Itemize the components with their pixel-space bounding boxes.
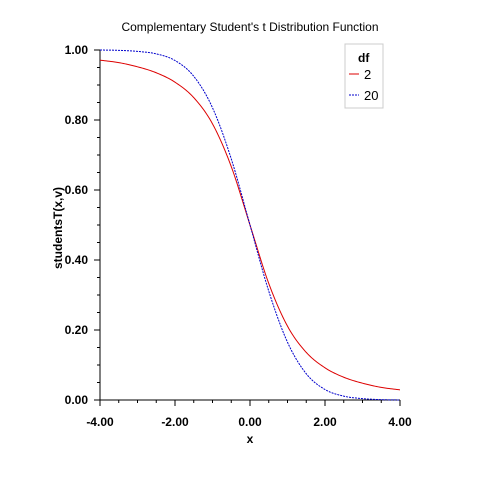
plot-area: -4.00 -2.00 0.00 2.00 4.00 0.00 0.20 0.40 0.60 0.… xyxy=(65,43,412,429)
legend-label-df-2: 2 xyxy=(364,67,371,82)
x-tick-label: 4.00 xyxy=(388,415,412,429)
y-tick-label: 0.80 xyxy=(65,113,89,127)
legend: df 2 20 xyxy=(344,43,384,109)
y-tick-label: 1.00 xyxy=(65,43,89,57)
x-tick-label: 0.00 xyxy=(238,415,262,429)
legend-label-df-20: 20 xyxy=(364,88,378,103)
x-tick-label: -2.00 xyxy=(161,415,189,429)
legend-box xyxy=(344,43,384,109)
y-tick-label: 0.40 xyxy=(65,253,89,267)
x-axis-title: x xyxy=(247,432,254,446)
series-line-df-20 xyxy=(99,49,401,401)
x-tick-label: -4.00 xyxy=(86,415,114,429)
y-tick-label: 0.00 xyxy=(65,393,89,407)
y-tick-label: 0.60 xyxy=(65,183,89,197)
y-axis-title: studentsT(x,v) xyxy=(51,187,65,269)
x-tick-label: 2.00 xyxy=(313,415,337,429)
legend-title: df xyxy=(358,51,370,65)
y-tick-label: 0.20 xyxy=(65,323,89,337)
chart-title: Complementary Student's t Distribution F… xyxy=(121,20,378,34)
